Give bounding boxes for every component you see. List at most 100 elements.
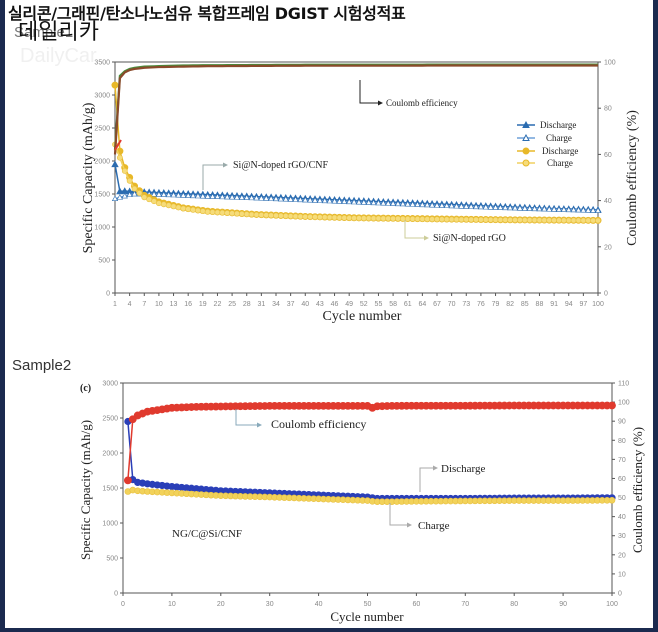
data-point [497, 216, 504, 223]
data-point [321, 197, 328, 204]
data-point [233, 194, 241, 200]
data-point [429, 201, 436, 208]
data-point [258, 194, 265, 201]
x-tick-label: 37 [287, 301, 295, 308]
data-point [214, 209, 221, 216]
chart2-y2label: Coulomb efficiency (%) [630, 427, 645, 553]
y-tick-label: 3000 [94, 93, 110, 100]
chart-sample1: 0 500 1000 1500 2000 2500 3000 3500 0 20 40 60 80 100… [81, 60, 640, 325]
x-tick-label: 13 [170, 301, 178, 308]
x-tick-label: 94 [565, 301, 573, 308]
data-point [536, 217, 543, 224]
data-point [419, 201, 426, 208]
chart2-annotation-charge: Charge [418, 520, 450, 532]
data-point [356, 215, 362, 222]
data-point [560, 217, 567, 224]
x-tick-label: 0 [121, 601, 125, 608]
y2-tick-label: 20 [604, 244, 612, 251]
data-point [394, 200, 402, 207]
data-point [594, 207, 602, 213]
chart2-panel-label: (c) [80, 383, 91, 394]
data-point [565, 217, 572, 224]
data-point [463, 203, 470, 209]
data-point [331, 197, 338, 204]
data-point [321, 214, 328, 221]
data-point [463, 216, 470, 223]
data-point [502, 204, 509, 211]
data-point [273, 212, 279, 219]
data-point [263, 212, 270, 219]
data-point [516, 204, 524, 211]
data-point [199, 192, 206, 199]
data-point [155, 191, 163, 197]
data-point [517, 217, 523, 223]
y2-tick-label: 10 [618, 571, 626, 578]
data-point [458, 216, 465, 223]
data-point [511, 204, 519, 211]
data-point [541, 205, 548, 212]
x-tick-label: 80 [510, 601, 518, 608]
x-tick-label: 76 [477, 301, 485, 308]
data-point [292, 196, 299, 202]
y2-tick-label: 40 [604, 198, 612, 205]
data-point [111, 160, 119, 168]
data-point [263, 195, 270, 201]
data-point [341, 214, 348, 221]
data-point [404, 215, 411, 222]
legend-marker [522, 120, 530, 128]
data-point [136, 190, 143, 196]
data-point [497, 204, 504, 210]
data-point [507, 217, 514, 223]
y-tick-label: 1500 [102, 486, 118, 493]
data-point [234, 210, 240, 217]
data-point [531, 217, 538, 224]
data-point [253, 194, 260, 201]
data-point [380, 199, 387, 206]
data-point [346, 215, 353, 221]
data-point [160, 191, 167, 197]
data-point [443, 216, 450, 223]
y2-tick-label: 90 [618, 419, 626, 426]
x-tick-label: 50 [364, 601, 372, 608]
data-point [111, 81, 119, 89]
data-point [258, 212, 265, 218]
y2-tick-label: 80 [604, 106, 612, 113]
y2-tick-label: 40 [618, 514, 626, 521]
data-point [404, 200, 411, 207]
data-point [180, 205, 187, 212]
series-line [114, 193, 599, 212]
data-point [336, 214, 343, 221]
data-point [575, 217, 582, 224]
data-point [399, 200, 406, 207]
data-point [409, 215, 416, 222]
data-point [302, 196, 309, 203]
data-point [590, 207, 597, 213]
data-point [219, 193, 226, 200]
x-tick-label: 40 [301, 301, 309, 308]
data-point [190, 206, 196, 213]
data-point [307, 196, 314, 203]
data-point [521, 217, 528, 223]
data-point [175, 204, 182, 211]
data-point [175, 191, 182, 198]
x-tick-label: 79 [492, 301, 500, 308]
data-point [224, 210, 231, 216]
data-point [209, 209, 216, 216]
legend-marker [522, 159, 530, 167]
x-tick-label: 88 [536, 301, 544, 308]
data-point [268, 195, 275, 201]
data-point [238, 194, 245, 200]
y-tick-label: 2000 [102, 451, 118, 458]
data-point [243, 194, 250, 201]
data-point [419, 216, 426, 222]
data-point [365, 215, 372, 222]
data-point [492, 204, 499, 210]
data-point [165, 191, 172, 198]
data-point [312, 214, 318, 220]
data-point [346, 198, 353, 205]
chart2-annotation-discharge: Discharge [441, 463, 486, 475]
data-point [297, 213, 304, 220]
x-tick-label: 22 [214, 301, 222, 308]
x-tick-label: 25 [228, 301, 236, 308]
chart2-ylabel: Specific Capacity (mAh/g) [78, 420, 93, 560]
